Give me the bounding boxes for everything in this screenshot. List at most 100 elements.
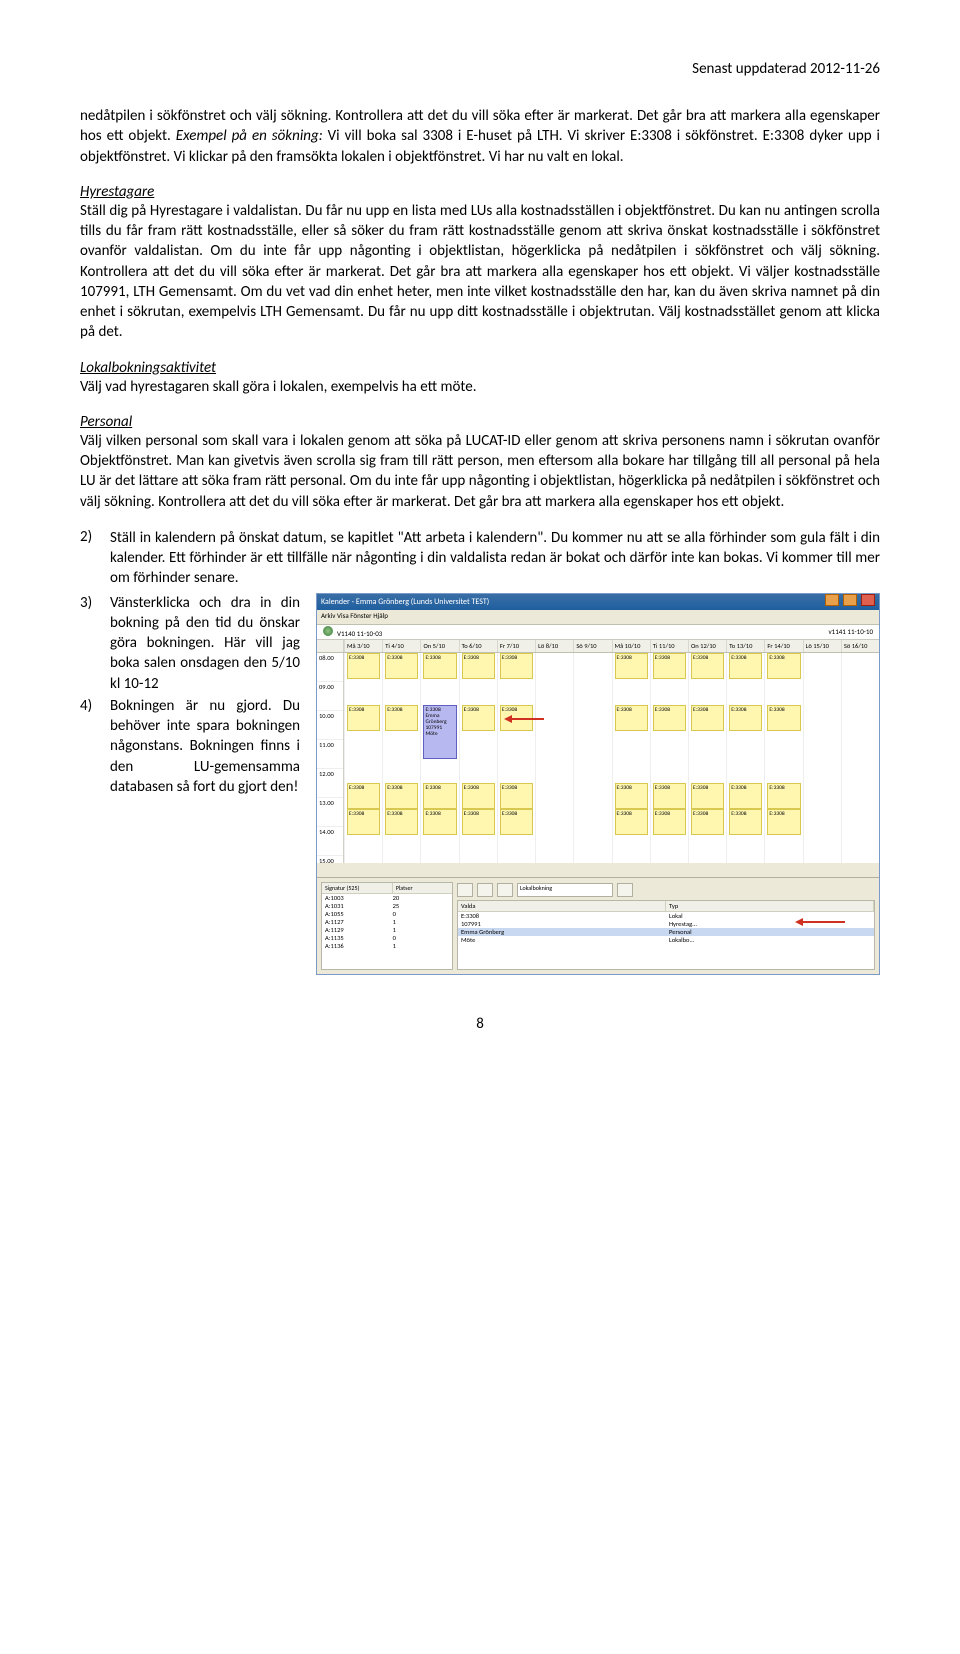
date-right: v1141 11-10-10: [828, 627, 873, 636]
booking-slot[interactable]: E:3308: [423, 809, 456, 835]
booking-slot[interactable]: E:3308: [615, 809, 648, 835]
list-item[interactable]: A:11350: [322, 934, 452, 942]
day-columns[interactable]: E:3308E:3308E:3308E:3308 E:3308E:3308E:3…: [344, 653, 879, 863]
booking-slot[interactable]: E:3308: [691, 705, 724, 731]
col-typ: Typ: [666, 901, 874, 911]
booking-slot[interactable]: E:3308: [385, 653, 418, 679]
list-item[interactable]: A:11291: [322, 926, 452, 934]
day-head: On 5/10: [420, 640, 458, 652]
lokalbokning-heading: Lokalbokningsaktivitet: [80, 359, 880, 377]
toolbar-button[interactable]: [497, 883, 513, 897]
list-item[interactable]: A:11271: [322, 918, 452, 926]
toolbar-button[interactable]: [477, 883, 493, 897]
list-item-selected[interactable]: Emma GrönbergPersonal: [458, 928, 874, 936]
day-head: Ti 4/10: [382, 640, 420, 652]
minimize-icon[interactable]: [825, 594, 839, 606]
list-item[interactable]: A:11361: [322, 942, 452, 950]
step-3: 3) Vänsterklicka och dra in din bokning …: [80, 593, 300, 694]
day-head: Må 3/10: [344, 640, 382, 652]
red-arrow-icon: [504, 715, 544, 723]
booking-slot[interactable]: E:3308: [347, 705, 380, 731]
page-number: 8: [80, 1015, 880, 1033]
booking-slot[interactable]: E:3308: [615, 705, 648, 731]
day-head: Må 10/10: [612, 640, 650, 652]
list-item[interactable]: A:10550: [322, 910, 452, 918]
date-bar: V1140 11-10-03 v1141 11-10-10: [317, 625, 879, 640]
time-label: 11.00: [317, 740, 343, 769]
booking-slot[interactable]: E:3308: [729, 705, 762, 731]
window-controls[interactable]: [823, 594, 875, 609]
booking-slot[interactable]: E:3308: [729, 783, 762, 809]
booking-slot[interactable]: E:3308: [500, 783, 533, 809]
booking-slot[interactable]: E:3308: [500, 809, 533, 835]
booking-slot[interactable]: E:3308: [767, 809, 800, 835]
booking-slot[interactable]: E:3308: [615, 653, 648, 679]
booking-slot[interactable]: E:3308: [423, 783, 456, 809]
updated-date: Senast uppdaterad 2012-11-26: [80, 60, 880, 78]
booking-slot[interactable]: E:3308: [767, 653, 800, 679]
booking-slot[interactable]: E:3308: [691, 809, 724, 835]
booking-slot[interactable]: E:3308: [462, 809, 495, 835]
booking-slot[interactable]: E:3308: [462, 653, 495, 679]
toolbar-button[interactable]: [617, 883, 633, 897]
document-page: Senast uppdaterad 2012-11-26 nedåtpilen …: [0, 0, 960, 1073]
booking-slot[interactable]: E:3308: [385, 705, 418, 731]
time-label: 09.00: [317, 682, 343, 711]
maximize-icon[interactable]: [843, 594, 857, 606]
valda-panel: Lokalbokning Valda Typ E:3308Lokal 10799…: [457, 882, 875, 970]
booking-slot[interactable]: E:3308: [691, 783, 724, 809]
booking-slot[interactable]: E:3308: [653, 705, 686, 731]
list-item[interactable]: MöteLokalbo...: [458, 936, 874, 944]
category-dropdown[interactable]: Lokalbokning: [517, 883, 613, 897]
steps-3-4-text: 3) Vänsterklicka och dra in din bokning …: [80, 593, 300, 800]
personal-body: Välj vilken personal som skall vara i lo…: [80, 431, 880, 512]
list-header: Signatur (525) Platser: [322, 883, 452, 894]
calendar-body[interactable]: 08.00 09.00 10.00 11.00 12.00 13.00 14.0…: [317, 653, 879, 863]
steps-3-4-row: 3) Vänsterklicka och dra in din bokning …: [80, 593, 880, 975]
booking-slot[interactable]: E:3308: [462, 783, 495, 809]
list-item[interactable]: A:100320: [322, 894, 452, 902]
step-2-body: Ställ in kalendern på önskat datum, se k…: [110, 528, 880, 589]
col-valda: Valda: [458, 901, 666, 911]
step-4: 4) Bokningen är nu gjord. Du behöver int…: [80, 696, 300, 797]
lokalbokning-body: Välj vad hyrestagaren skall göra i lokal…: [80, 377, 880, 397]
menu-bar[interactable]: Arkiv Visa Fönster Hjälp: [317, 610, 879, 625]
booking-slot[interactable]: E:3308: [615, 783, 648, 809]
booking-slot[interactable]: E:3308: [767, 783, 800, 809]
booking-slot[interactable]: E:3308: [385, 809, 418, 835]
date-left: V1140 11-10-03: [337, 629, 382, 638]
booking-slot[interactable]: E:3308: [653, 653, 686, 679]
booking-slot[interactable]: E:3308: [653, 783, 686, 809]
booking-slot[interactable]: E:3308: [691, 653, 724, 679]
day-head: Fr 7/10: [497, 640, 535, 652]
col-platser: Platser: [393, 883, 452, 893]
window-titlebar: Kalender - Emma Grönberg (Lunds Universi…: [317, 594, 879, 610]
booking-slot[interactable]: E:3308: [653, 809, 686, 835]
list-item[interactable]: A:103125: [322, 902, 452, 910]
signature-list[interactable]: Signatur (525) Platser A:100320 A:103125…: [321, 882, 453, 970]
booking-slot[interactable]: E:3308: [347, 809, 380, 835]
step-3-number: 3): [80, 593, 100, 694]
booking-slot[interactable]: E:3308: [729, 653, 762, 679]
booking-slot[interactable]: E:3308: [767, 705, 800, 731]
window-title: Kalender - Emma Grönberg (Lunds Universi…: [321, 597, 489, 607]
bottom-panel: Signatur (525) Platser A:100320 A:103125…: [317, 877, 879, 974]
intro-paragraph: nedåtpilen i sökfönstret och välj söknin…: [80, 106, 880, 167]
selected-booking[interactable]: E:3308 Emma Grönberg 107991 Möte: [423, 705, 456, 759]
day-head: Sö 16/10: [841, 640, 879, 652]
close-icon[interactable]: [861, 594, 875, 606]
hyrestagare-heading: Hyrestagare: [80, 183, 880, 201]
booking-slot[interactable]: E:3308: [423, 653, 456, 679]
valda-list[interactable]: Valda Typ E:3308Lokal 107991Hyrestag... …: [457, 900, 875, 970]
booking-slot[interactable]: E:3308: [385, 783, 418, 809]
booking-slot[interactable]: E:3308: [500, 653, 533, 679]
toolbar-button[interactable]: [457, 883, 473, 897]
booking-slot[interactable]: E:3308: [347, 653, 380, 679]
booking-slot[interactable]: E:3308: [347, 783, 380, 809]
time-label: 13.00: [317, 798, 343, 827]
booking-slot[interactable]: E:3308: [462, 705, 495, 731]
day-head: Sö 9/10: [573, 640, 611, 652]
booking-slot[interactable]: E:3308: [729, 809, 762, 835]
calendar-screenshot: Kalender - Emma Grönberg (Lunds Universi…: [316, 593, 880, 975]
personal-heading: Personal: [80, 413, 880, 431]
